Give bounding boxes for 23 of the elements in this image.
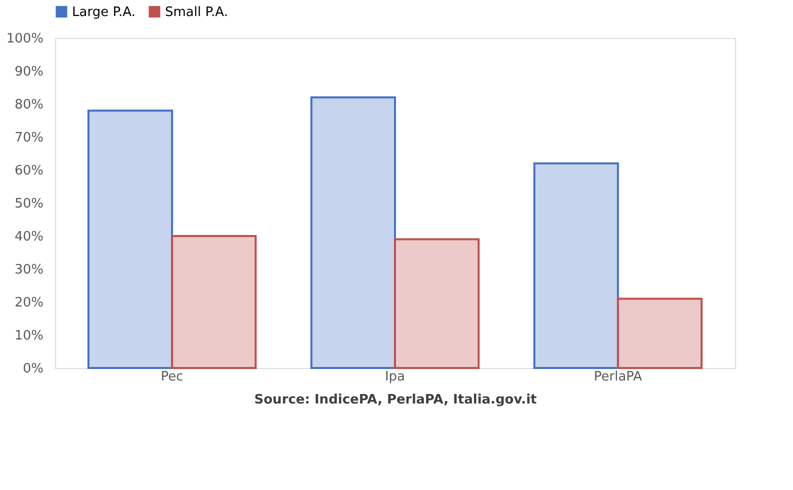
y-tick-label: 80% (14, 98, 44, 112)
y-tick-label: 20% (14, 296, 44, 310)
y-tick-label: 10% (14, 328, 44, 344)
y-tick-label: 90% (14, 64, 44, 80)
bar (310, 96, 396, 369)
bar (533, 162, 619, 369)
bar (394, 238, 480, 369)
y-tick-label: 70% (14, 130, 44, 146)
y-tick-label: 50% (14, 196, 44, 212)
legend-label: Large P.A. (72, 4, 136, 20)
x-tick-label: PerlaPA (594, 370, 642, 384)
x-tick-label: Pec (160, 370, 184, 384)
bar (171, 235, 257, 369)
legend-label: Small P.A. (165, 4, 228, 20)
x-tick-label: Ipa (384, 370, 406, 384)
bar (87, 110, 174, 369)
y-tick-label: 30% (14, 262, 44, 278)
bar (616, 298, 703, 369)
y-tick-label: 100% (6, 32, 44, 46)
y-tick-label: 0% (22, 362, 44, 376)
source-note: Source: IndicePA, PerlaPA, Italia.gov.it (254, 392, 537, 408)
y-tick-label: 40% (14, 230, 44, 244)
y-tick-label: 60% (14, 164, 44, 178)
